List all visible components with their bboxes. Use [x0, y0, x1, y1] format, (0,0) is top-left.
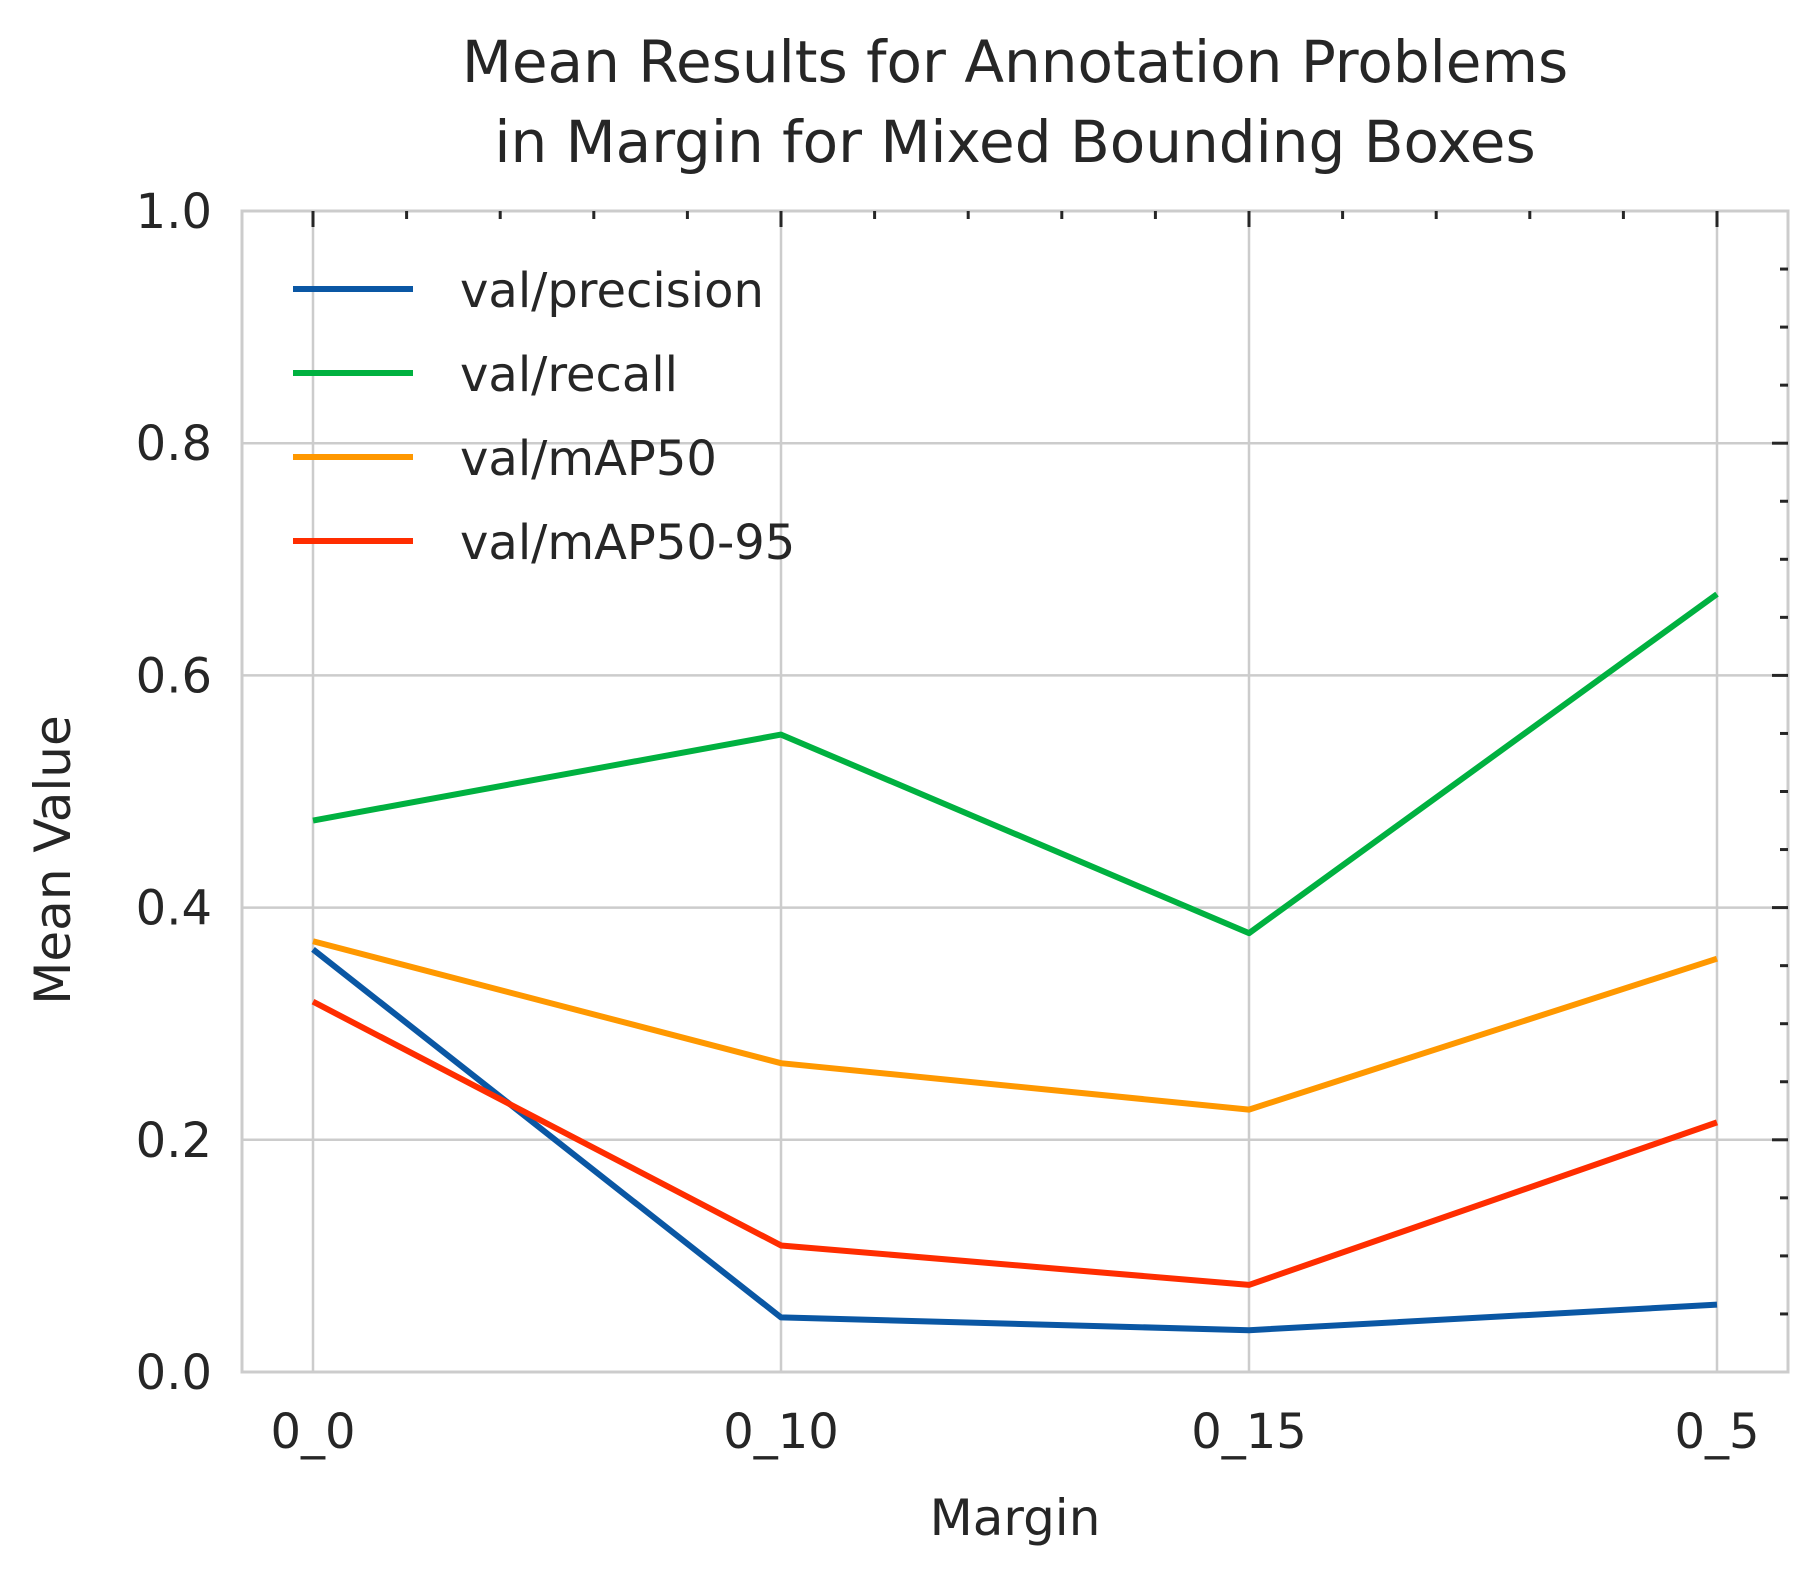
y-tick-label: 0.8 [136, 416, 212, 472]
grid-lines [242, 211, 1788, 1372]
tick-labels: 0.0 0.2 0.4 0.6 0.8 1.0 0_0 0_10 0_15 0_5 [136, 184, 1760, 1460]
series-line-val-map50-95 [311, 998, 1718, 1288]
axis-ticks [311, 211, 1788, 1316]
series-line-val-precision [311, 947, 1718, 1334]
series-line-val-map50 [312, 938, 1718, 1113]
y-tick-label: 0.6 [136, 648, 212, 704]
series-lines [311, 591, 1719, 1334]
series-line-val-recall [312, 591, 1719, 937]
x-tick-label: 0_5 [1674, 1404, 1759, 1460]
y-tick-label: 1.0 [136, 184, 212, 240]
legend-label-val-map50-95: val/mAP50-95 [460, 515, 795, 571]
x-tick-label: 0_0 [270, 1404, 355, 1460]
legend-label-val-map50: val/mAP50 [460, 431, 717, 487]
x-tick-label: 0_15 [1191, 1404, 1307, 1460]
legend-label-val-recall: val/recall [460, 347, 678, 403]
x-tick-label: 0_10 [723, 1404, 839, 1460]
legend: val/precision val/recall val/mAP50 val/mAP5… [293, 263, 795, 571]
y-tick-label: 0.2 [136, 1113, 212, 1169]
y-tick-label: 0.4 [136, 881, 212, 937]
legend-label-val-precision: val/precision [460, 263, 764, 319]
chart-title-line-1: Mean Results for Annotation Problems [462, 28, 1568, 96]
y-tick-label: 0.0 [136, 1345, 212, 1401]
x-axis-label: Margin [930, 1489, 1101, 1547]
chart-title-line-2: in Margin for Mixed Bounding Boxes [494, 108, 1535, 176]
y-axis-label: Mean Value [24, 715, 82, 1004]
